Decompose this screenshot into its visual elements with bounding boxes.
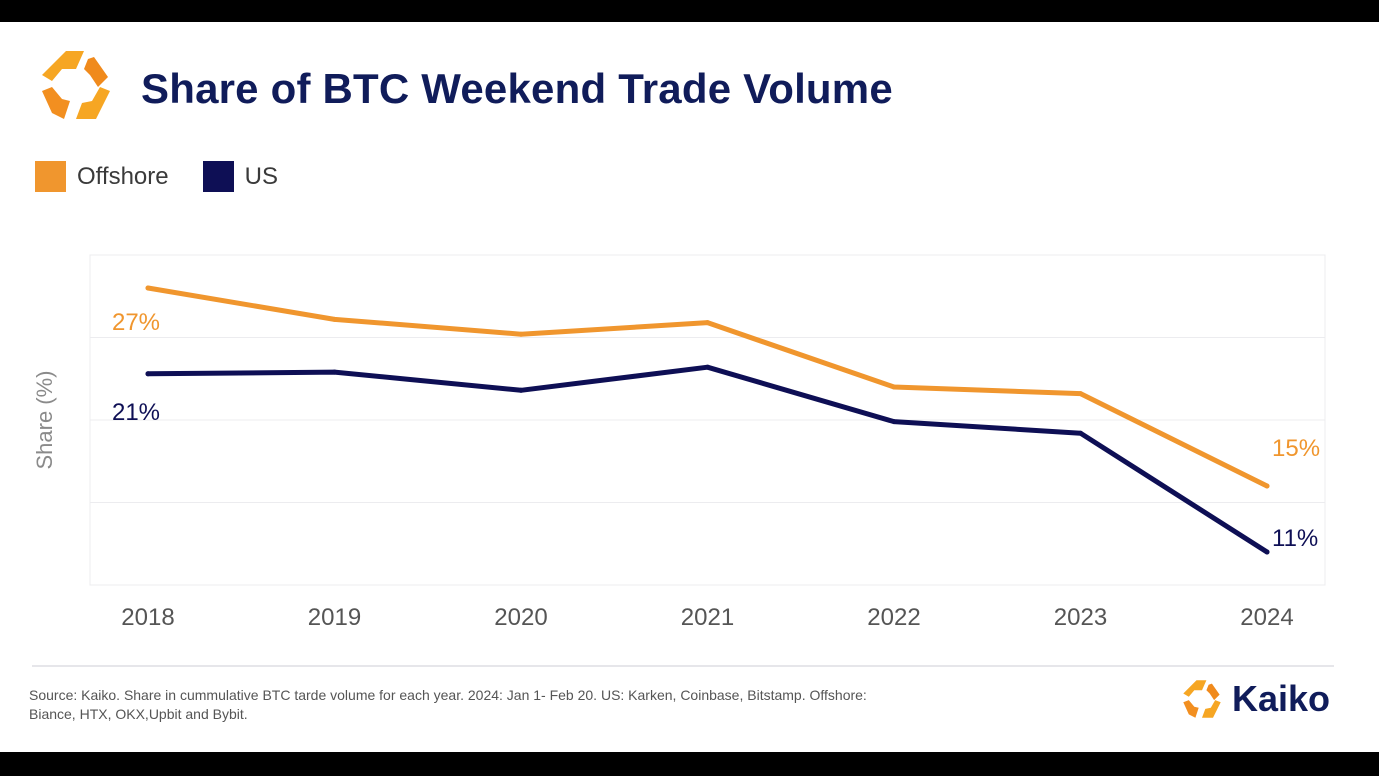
chart-legend: Offshore US [35,161,312,192]
kaiko-brand-icon [1183,680,1221,718]
legend-label-us: US [244,162,278,190]
data-point-us [332,369,337,375]
data-label-offshore: 15% [1272,435,1320,462]
x-tick-label: 2024 [1240,604,1293,631]
data-point-us [1264,549,1270,555]
brand-name: Kaiko [1232,678,1331,719]
x-tick-label: 2023 [1054,604,1107,631]
data-point-us [705,364,710,370]
data-point-offshore [1264,483,1270,489]
chart-card: Share of BTC Weekend Trade Volume Offsho… [0,22,1379,752]
series-line-offshore [145,285,1270,489]
kaiko-logo-icon [42,51,110,119]
data-point-offshore [705,320,710,326]
x-tick-label: 2020 [494,604,547,631]
data-point-offshore [1078,391,1083,397]
legend-item-us: US [202,161,278,192]
data-label-offshore: 27% [112,309,160,336]
data-point-offshore [891,384,897,390]
data-point-offshore [332,316,337,322]
source-note: Source: Kaiko. Share in cummulative BTC … [29,686,1079,724]
data-point-us [1078,430,1083,436]
data-point-us [145,371,151,377]
data-point-offshore [145,285,151,291]
x-tick-label: 2021 [681,604,734,631]
data-point-us [518,387,524,393]
data-point-offshore [518,331,524,337]
y-axis-label: Share (%) [32,370,57,469]
x-tick-label: 2018 [121,604,174,631]
x-tick-label: 2022 [867,604,920,631]
data-label-us: 21% [112,399,160,426]
series-line-us [145,364,1270,555]
page-title: Share of BTC Weekend Trade Volume [141,65,893,112]
legend-swatch-us [202,161,234,192]
data-label-us: 11% [1272,525,1318,552]
data-point-us [891,419,897,425]
legend-item-offshore: Offshore [35,161,169,192]
x-tick-label: 2019 [308,604,361,631]
legend-label-offshore: Offshore [77,162,169,190]
line-chart: Share (%) 2018 2019 2020 2021 2022 2023 2024 27%… [32,254,1326,631]
source-line-2: Biance, HTX, OKX,Upbit and Bybit. [29,706,248,722]
source-line-1: Source: Kaiko. Share in cummulative BTC … [29,687,867,703]
footer-divider [32,665,1334,667]
brand-logo: Kaiko [1180,677,1330,721]
legend-swatch-offshore [35,161,66,192]
